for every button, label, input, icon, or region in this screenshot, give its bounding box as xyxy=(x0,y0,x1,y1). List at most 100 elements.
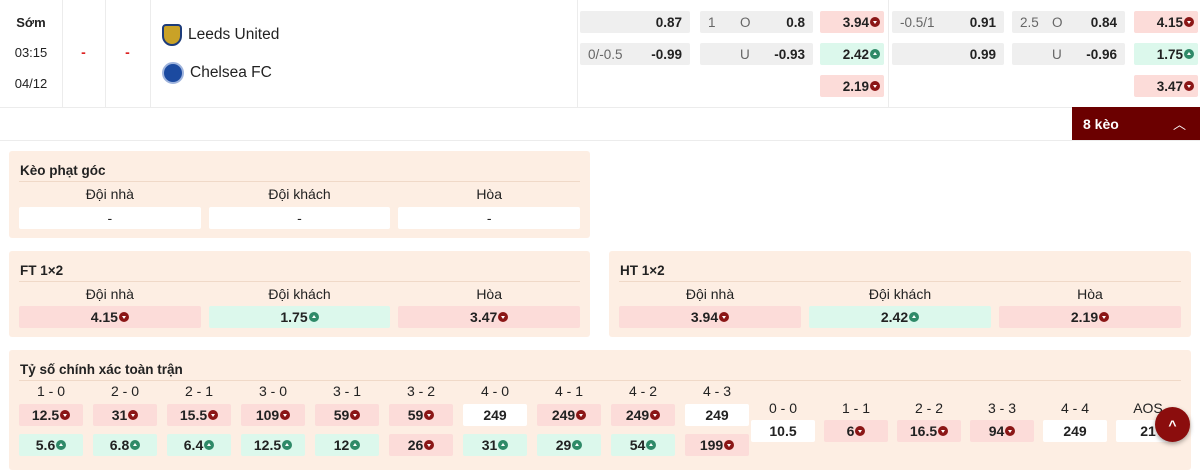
1x2-odd[interactable]: 3.47 xyxy=(1134,75,1198,97)
divider xyxy=(888,0,889,107)
odd-value: - xyxy=(107,210,113,226)
arrow-up-icon xyxy=(204,440,215,450)
divider xyxy=(19,281,580,282)
ft-1x2-panel: FT 1×2 Đội nhà 4.15 Đội khách 1.75 Hòa 3.47 xyxy=(9,251,590,337)
score-odd-away[interactable]: 12.5 xyxy=(241,434,305,456)
over-odd: 0.8 xyxy=(786,14,805,30)
handicap-odd: 0.99 xyxy=(969,46,996,62)
handicap-away[interactable]: 0.99 xyxy=(892,43,1004,65)
handicap-odd: -0.99 xyxy=(651,46,682,62)
odd-value: 2.42 xyxy=(880,309,909,325)
column-header: Đội nhà xyxy=(685,286,735,302)
arrow-down-icon xyxy=(350,410,361,420)
odd-box[interactable]: - xyxy=(398,207,580,229)
arrow-down-icon xyxy=(280,410,291,420)
divider xyxy=(19,181,580,182)
score-label: 4 - 1 xyxy=(554,383,583,399)
odd-box[interactable]: 3.47 xyxy=(398,306,580,328)
arrow-down-icon xyxy=(60,410,71,420)
arrow-down-icon xyxy=(424,410,435,420)
home-team-name: Leeds United xyxy=(188,26,280,43)
chevron-up-icon: ︿ xyxy=(1172,117,1186,132)
more-odds-button[interactable]: 8 kèo ︿ xyxy=(1072,107,1200,140)
score-label: 4 - 4 xyxy=(1060,400,1089,416)
away-team[interactable]: Chelsea FC xyxy=(162,62,272,84)
1x2-odd[interactable]: 2.42 xyxy=(820,43,884,65)
score-odd-away[interactable]: 31 xyxy=(463,434,527,456)
panel-title: Tỷ số chính xác toàn trận xyxy=(20,362,183,377)
score-odd-draw[interactable]: 10.5 xyxy=(751,420,815,442)
odd-value: 249 xyxy=(551,407,576,423)
score-odd-away[interactable]: 12 xyxy=(315,434,379,456)
over-cell[interactable]: 1 O 0.8 xyxy=(700,11,813,33)
1x2-odd[interactable]: 3.94 xyxy=(820,11,884,33)
handicap-away[interactable]: 0/-0.5 -0.99 xyxy=(580,43,690,65)
divider xyxy=(577,0,578,107)
arrow-down-icon xyxy=(870,17,880,27)
score-ht: - xyxy=(125,44,130,60)
odd-box[interactable]: 1.75 xyxy=(208,306,391,328)
score-odd-home[interactable]: 249 xyxy=(537,404,601,426)
score-odd-away[interactable]: 199 xyxy=(685,434,749,456)
column-header: Hòa xyxy=(476,286,502,302)
odd-value: 249 xyxy=(625,407,650,423)
score-odd-home[interactable]: 249 xyxy=(685,404,749,426)
odd-value: 21 xyxy=(1140,423,1156,439)
score-ft: - xyxy=(81,44,86,60)
arrow-down-icon xyxy=(118,312,129,322)
score-odd-home[interactable]: 109 xyxy=(241,404,305,426)
score-odd-away[interactable]: 26 xyxy=(389,434,453,456)
under-cell[interactable]: U -0.96 xyxy=(1012,43,1125,65)
odd-box[interactable]: - xyxy=(208,207,391,229)
score-odd-draw[interactable]: 249 xyxy=(1043,420,1107,442)
odd-box[interactable]: 2.42 xyxy=(809,306,991,328)
1x2-odd[interactable]: 1.75 xyxy=(1134,43,1198,65)
odd-value: 26 xyxy=(407,437,424,453)
arrow-down-icon xyxy=(1005,426,1016,436)
score-odd-draw[interactable]: 16.5 xyxy=(897,420,961,442)
score-odd-away[interactable]: 54 xyxy=(611,434,675,456)
odd-value: 109 xyxy=(255,407,280,423)
score-odd-home[interactable]: 15.5 xyxy=(167,404,231,426)
score-label: 1 - 1 xyxy=(841,400,870,416)
column-header: Đội khách xyxy=(268,286,331,302)
divider xyxy=(105,0,106,107)
score-odd-home[interactable]: 31 xyxy=(93,404,157,426)
over-cell[interactable]: 2.5 O 0.84 xyxy=(1012,11,1125,33)
odd-box[interactable]: 3.94 xyxy=(619,306,801,328)
divider xyxy=(62,0,63,107)
handicap-home[interactable]: -0.5/1 0.91 xyxy=(892,11,1004,33)
1x2-odd[interactable]: 4.15 xyxy=(1134,11,1198,33)
odd-box[interactable]: 4.15 xyxy=(19,306,201,328)
scroll-top-button[interactable]: ^ xyxy=(1155,407,1190,442)
odd-box[interactable]: - xyxy=(19,207,201,229)
under-odd: -0.93 xyxy=(774,46,805,62)
score-odd-away[interactable]: 29 xyxy=(537,434,601,456)
over-label: O xyxy=(1052,14,1063,30)
score-odd-away[interactable]: 5.6 xyxy=(19,434,83,456)
odd-box[interactable]: 2.19 xyxy=(999,306,1181,328)
score-odd-away[interactable]: 6.8 xyxy=(93,434,157,456)
score-odd-home[interactable]: 249 xyxy=(611,404,675,426)
score-odd-draw[interactable]: 6 xyxy=(824,420,888,442)
under-cell[interactable]: U -0.93 xyxy=(700,43,813,65)
odd-value: 29 xyxy=(555,437,572,453)
score-label: 4 - 0 xyxy=(480,383,509,399)
1x2-odd[interactable]: 2.19 xyxy=(820,75,884,97)
divider xyxy=(0,140,1200,141)
handicap-home[interactable]: 0.87 xyxy=(580,11,690,33)
score-odd-home[interactable]: 59 xyxy=(389,404,453,426)
odd-value: 10.5 xyxy=(769,423,797,439)
score-odd-home[interactable]: 59 xyxy=(315,404,379,426)
score-odd-draw[interactable]: 94 xyxy=(970,420,1034,442)
chevron-up-icon: ^ xyxy=(1168,416,1177,433)
score-odd-home[interactable]: 249 xyxy=(463,404,527,426)
score-odd-away[interactable]: 6.4 xyxy=(167,434,231,456)
score-label: 2 - 0 xyxy=(110,383,139,399)
odd-value: 16.5 xyxy=(909,423,938,439)
home-team[interactable]: Leeds United xyxy=(162,24,279,46)
arrow-down-icon xyxy=(128,410,139,420)
arrow-down-icon xyxy=(1099,312,1110,322)
score-odd-home[interactable]: 12.5 xyxy=(19,404,83,426)
chelsea-crest-icon xyxy=(162,62,184,84)
